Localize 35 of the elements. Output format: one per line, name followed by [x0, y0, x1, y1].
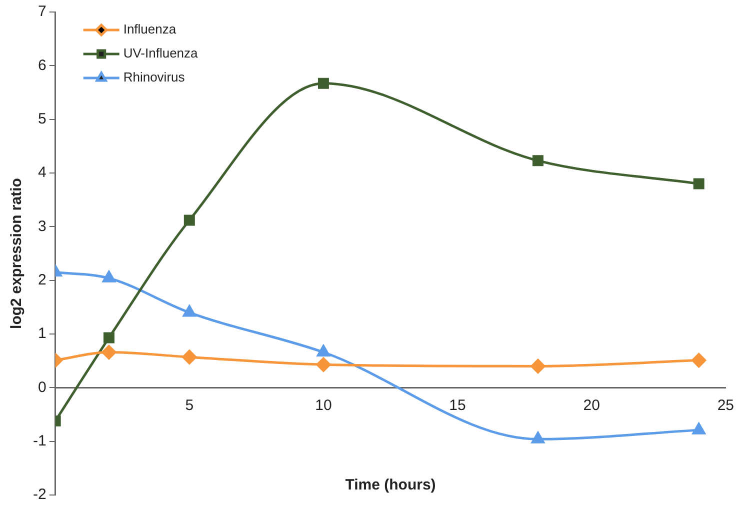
y-tick-label: 1 [38, 325, 46, 342]
x-tick-label: 25 [717, 396, 734, 414]
x-axis-title: Time (hours) [345, 476, 436, 494]
y-tick-label: 7 [38, 3, 46, 20]
y-tick-label: -1 [32, 432, 46, 450]
y-axis-title: log2 expression ratio [8, 178, 26, 329]
x-tick-label: 10 [315, 396, 332, 414]
y-tick-label: 4 [38, 164, 46, 182]
legend-label: UV-Influenza [123, 46, 199, 61]
y-tick-label: 3 [38, 218, 46, 235]
legend-label: Rhinovirus [123, 70, 186, 85]
x-tick-label: 20 [583, 396, 600, 414]
point [182, 350, 197, 364]
point [316, 357, 331, 372]
y-tick-label: 0 [38, 378, 46, 396]
point [102, 344, 116, 360]
point [693, 178, 704, 190]
y-tick-label: 6 [38, 56, 46, 74]
point [317, 344, 330, 356]
point [318, 78, 329, 89]
x-tick-label: 15 [449, 396, 466, 414]
point [692, 422, 706, 434]
y-tick-label: 5 [38, 110, 46, 128]
point [103, 332, 114, 344]
point [184, 214, 195, 226]
x-tick-label: 5 [185, 396, 194, 414]
legend-label: Influenza [123, 22, 177, 37]
point [530, 358, 546, 374]
y-tick-label: 2 [38, 271, 46, 288]
point [532, 155, 544, 166]
y-tick-label: -2 [32, 486, 46, 504]
point [182, 305, 196, 317]
point [692, 353, 706, 368]
point [102, 270, 116, 282]
point [532, 432, 544, 444]
